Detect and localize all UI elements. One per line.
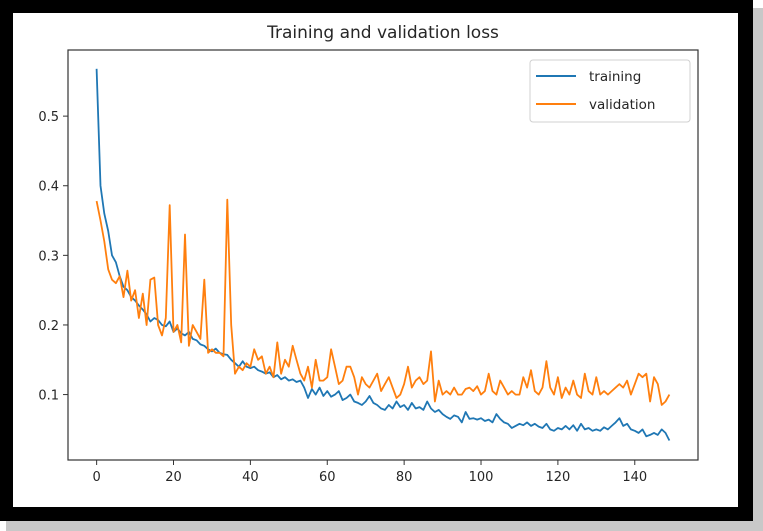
- y-tick-label: 0.2: [38, 319, 59, 334]
- axes-frame: [67, 49, 699, 461]
- chart-title: Training and validation loss: [266, 23, 499, 43]
- x-tick-label: 0: [92, 470, 100, 485]
- x-tick-label: 120: [545, 470, 570, 485]
- y-tick-label: 0.5: [38, 110, 59, 125]
- y-tick-label: 0.4: [38, 180, 59, 195]
- x-tick-label: 40: [242, 470, 259, 485]
- series-line-training: [95, 68, 671, 441]
- legend-label-training: training: [589, 69, 641, 85]
- y-tick-label: 0.1: [38, 389, 59, 404]
- plot-area: 0 20 40 60 80 100 120 140 0.1 0.2 0.3 0.4 0.5: [38, 110, 647, 485]
- legend-label-validation: validation: [589, 97, 655, 113]
- x-tick-label: 140: [622, 470, 647, 485]
- x-tick-label: 60: [319, 470, 336, 485]
- series-layer: [95, 68, 671, 441]
- x-tick-label: 80: [396, 470, 413, 485]
- legend: training validation: [529, 59, 691, 123]
- x-tick-label: 100: [469, 470, 494, 485]
- series-line-validation: [95, 198, 671, 406]
- y-tick-label: 0.3: [38, 249, 59, 264]
- x-tick-label: 20: [165, 470, 182, 485]
